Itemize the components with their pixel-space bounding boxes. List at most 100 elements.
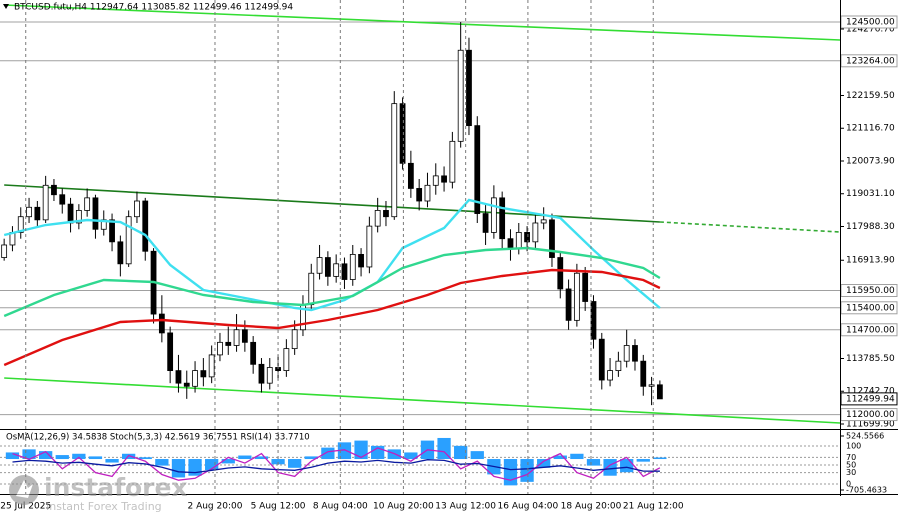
- osma-bar: [22, 449, 36, 460]
- candle-body: [366, 225, 373, 268]
- candle-body: [383, 210, 389, 218]
- x-tick-label: 8 Aug 04:00: [313, 502, 368, 512]
- candle-body: [640, 360, 647, 387]
- watermark: instaforex Instant Forex Trading: [9, 473, 188, 513]
- candle-body: [134, 200, 140, 218]
- x-tick-label: 21 Aug 12:00: [623, 502, 684, 512]
- level-label: 124500.00: [846, 17, 895, 27]
- candle-body: [225, 341, 232, 346]
- watermark-tagline: Instant Forex Trading: [46, 500, 162, 513]
- osma-bar: [503, 459, 518, 486]
- candle-body: [241, 329, 248, 343]
- y-tick-label: 30: [846, 468, 856, 477]
- title-icon: [3, 4, 9, 9]
- osma-bar: [72, 453, 86, 460]
- osma-bar: [354, 440, 368, 460]
- candle-body: [391, 103, 398, 218]
- candle-body: [125, 216, 132, 265]
- candle-body: [233, 329, 240, 346]
- price-pane: [0, 4, 840, 424]
- y-tick-label: 111699.90: [846, 419, 895, 429]
- x-tick-label: 5 Aug 12:00: [251, 502, 306, 512]
- osma-bar: [620, 459, 634, 473]
- candle-body: [615, 360, 622, 372]
- candle-body: [75, 210, 82, 224]
- y-tick-label: 0: [846, 480, 851, 489]
- candle-body: [117, 241, 124, 265]
- level-label: 114700.00: [846, 325, 895, 335]
- moving-average: [3, 246, 661, 318]
- indicator-pane: [0, 437, 840, 486]
- oscillator-line: [12, 447, 661, 481]
- candle-body: [175, 370, 182, 384]
- oscillator-line: [12, 459, 660, 474]
- candle-body: [490, 197, 497, 233]
- candle-body: [607, 370, 613, 381]
- watermark-brand: instaforex: [44, 473, 188, 502]
- candle-body: [324, 257, 331, 277]
- candle-body: [158, 313, 165, 334]
- osma-bar: [138, 457, 152, 460]
- candle-body: [507, 238, 514, 249]
- candle-body: [407, 162, 414, 189]
- candle-body: [399, 103, 406, 164]
- osma-bar: [437, 437, 451, 460]
- candle-body: [51, 184, 57, 196]
- level-label: 115950.00: [846, 286, 895, 296]
- osma-bar: [553, 455, 567, 460]
- level-label: 112000.00: [846, 410, 895, 420]
- y2-tick-label: 524.5566: [846, 432, 884, 441]
- trendline: [4, 184, 660, 223]
- osma-bar: [653, 457, 667, 460]
- candle-body: [466, 49, 472, 127]
- candle-body: [109, 219, 115, 243]
- current-price-label: 112499.94: [846, 394, 895, 404]
- y-tick-label: 100: [846, 442, 861, 451]
- candle-body: [316, 257, 323, 274]
- watermark-logo-mark: [16, 480, 33, 498]
- osma-bar: [304, 456, 318, 460]
- osma-bar: [636, 459, 650, 462]
- y-tick-label: 70: [846, 453, 856, 462]
- candle-body: [499, 197, 506, 240]
- osma-bar: [288, 459, 302, 468]
- y-tick-label: 120073.90: [846, 156, 895, 166]
- candle-body: [200, 370, 207, 378]
- candle-body: [515, 232, 522, 249]
- candle-body: [84, 197, 91, 211]
- candle-body: [549, 219, 555, 258]
- trendline: [4, 377, 840, 424]
- y-tick-label: 112742.70: [846, 387, 895, 397]
- candle-body: [308, 272, 315, 306]
- candle-body: [582, 272, 589, 302]
- candle-body: [540, 219, 547, 224]
- chart-title: BTCUSD.futu,H4 112947.64 113085.82 11249…: [14, 3, 293, 13]
- candle-body: [92, 197, 99, 230]
- osma-bar: [254, 456, 269, 460]
- osma-bar: [537, 459, 551, 468]
- candle-body: [17, 216, 24, 233]
- osma-bar: [404, 452, 418, 460]
- candle-body: [67, 203, 74, 224]
- candle-body: [623, 345, 630, 362]
- candle-body: [449, 140, 456, 183]
- osma-bar: [155, 459, 169, 466]
- x-tick-label: 16 Aug 04:00: [498, 502, 559, 512]
- osma-bar: [88, 456, 103, 460]
- candle-body: [482, 213, 489, 233]
- moving-average: [3, 268, 661, 367]
- y-tick-label: 116913.90: [846, 256, 895, 266]
- candle-body: [358, 253, 364, 268]
- candle-body: [565, 288, 572, 321]
- osma-bar: [454, 445, 468, 460]
- level-label: 115400.00: [846, 303, 895, 313]
- axes: 25 Jul 2025 2 Aug 20:00 5 Aug 12:00 8 Aug 0…: [0, 15, 898, 512]
- osma-bar: [586, 459, 601, 466]
- candle-body: [557, 257, 564, 290]
- candle-body: [598, 338, 605, 381]
- candle-body: [258, 363, 265, 384]
- x-tick-label: 10 Aug 20:00: [373, 502, 434, 512]
- osma-bar: [205, 459, 219, 471]
- candle-body: [167, 332, 174, 372]
- osma-bar: [337, 442, 352, 460]
